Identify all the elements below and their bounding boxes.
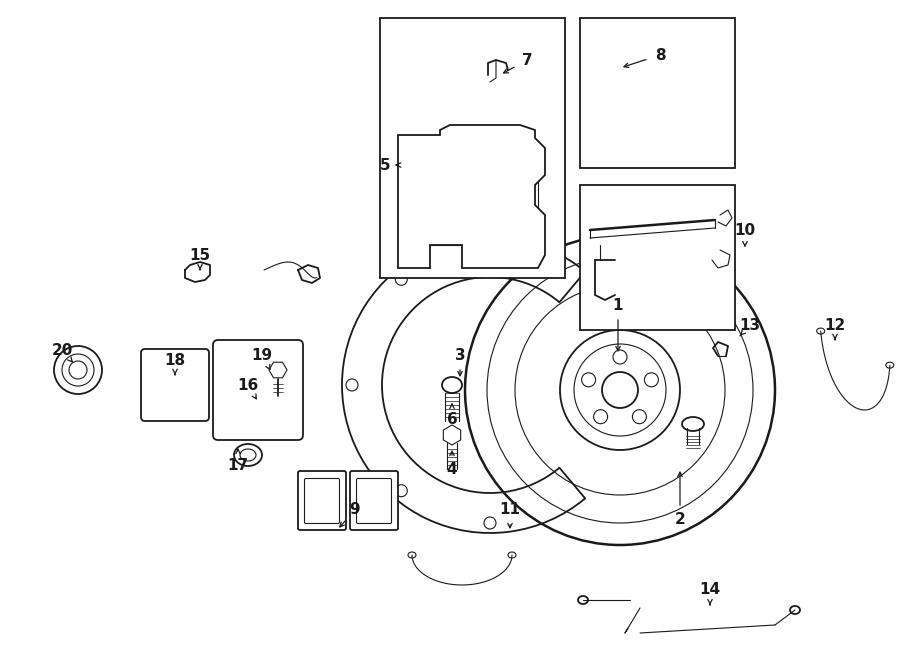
Text: 12: 12 — [824, 317, 846, 332]
FancyBboxPatch shape — [213, 340, 303, 440]
FancyBboxPatch shape — [304, 479, 339, 524]
FancyBboxPatch shape — [350, 471, 398, 530]
Text: 13: 13 — [740, 317, 760, 332]
Polygon shape — [398, 125, 545, 268]
Bar — [580, 18, 735, 168]
Text: 6: 6 — [446, 412, 457, 428]
Text: 4: 4 — [446, 463, 457, 477]
Text: 19: 19 — [251, 348, 273, 362]
FancyBboxPatch shape — [141, 349, 209, 421]
Bar — [380, 18, 565, 278]
Text: 18: 18 — [165, 352, 185, 368]
Text: 16: 16 — [238, 377, 258, 393]
Text: 10: 10 — [734, 223, 756, 237]
Text: 3: 3 — [454, 348, 465, 362]
Text: 8: 8 — [654, 48, 665, 63]
Text: 5: 5 — [380, 157, 391, 173]
FancyBboxPatch shape — [298, 471, 346, 530]
Text: 1: 1 — [613, 297, 623, 313]
Text: 14: 14 — [699, 582, 721, 598]
Text: 20: 20 — [51, 342, 73, 358]
Text: 17: 17 — [228, 457, 248, 473]
Text: 7: 7 — [522, 52, 532, 67]
Bar — [580, 185, 735, 330]
Text: 11: 11 — [500, 502, 520, 518]
FancyBboxPatch shape — [356, 479, 392, 524]
Text: 15: 15 — [189, 247, 211, 262]
Text: 2: 2 — [675, 512, 686, 527]
Text: 9: 9 — [350, 502, 360, 518]
